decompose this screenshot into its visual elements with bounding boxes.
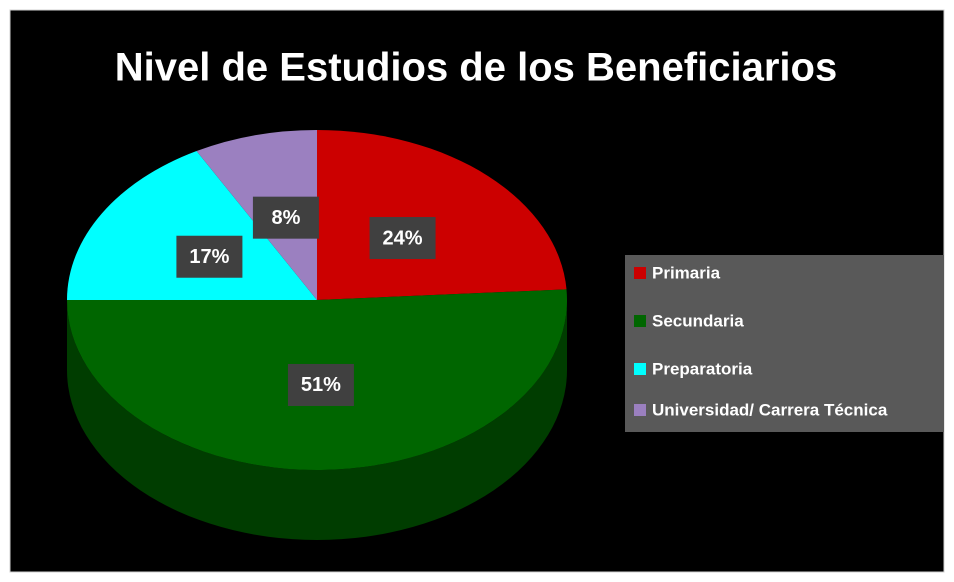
data-label-box [369,217,436,260]
data-label-box [287,363,354,406]
legend-swatch [634,315,646,327]
data-label: 24% [383,227,423,249]
data-label-box [176,235,243,278]
chart-title: Nivel de Estudios de los Beneficiarios [115,46,837,90]
slice-side [67,300,567,540]
legend-label: Preparatoria [652,359,753,378]
data-label-box [252,196,319,239]
legend-swatch [634,404,646,416]
legend-box [625,255,944,432]
legend-label: Universidad/ Carrera Técnica [652,400,888,419]
data-label: 8% [271,207,300,229]
data-label: 51% [301,374,341,396]
slice [67,151,317,300]
data-label: 17% [189,246,229,268]
legend-label: Secundaria [652,311,744,330]
legend-label: Primaria [652,263,721,282]
legend-swatch [634,267,646,279]
legend-swatch [634,363,646,375]
